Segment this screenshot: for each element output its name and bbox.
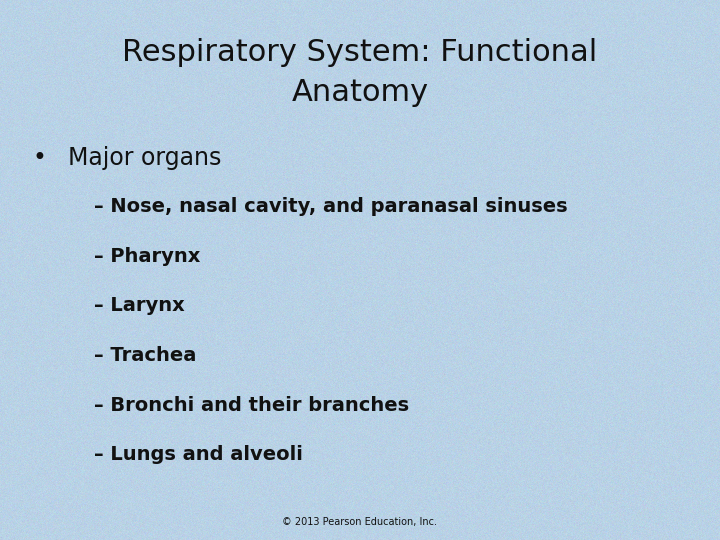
Text: Respiratory System: Functional
Anatomy: Respiratory System: Functional Anatomy [122,38,598,107]
Text: – Lungs and alveoli: – Lungs and alveoli [94,446,302,464]
Text: •: • [32,146,46,170]
Text: – Trachea: – Trachea [94,346,196,365]
Text: – Pharynx: – Pharynx [94,247,200,266]
Text: – Bronchi and their branches: – Bronchi and their branches [94,396,409,415]
Text: Major organs: Major organs [68,146,222,170]
Text: © 2013 Pearson Education, Inc.: © 2013 Pearson Education, Inc. [282,516,438,526]
Text: – Larynx: – Larynx [94,296,184,315]
Text: – Nose, nasal cavity, and paranasal sinuses: – Nose, nasal cavity, and paranasal sinu… [94,197,567,216]
